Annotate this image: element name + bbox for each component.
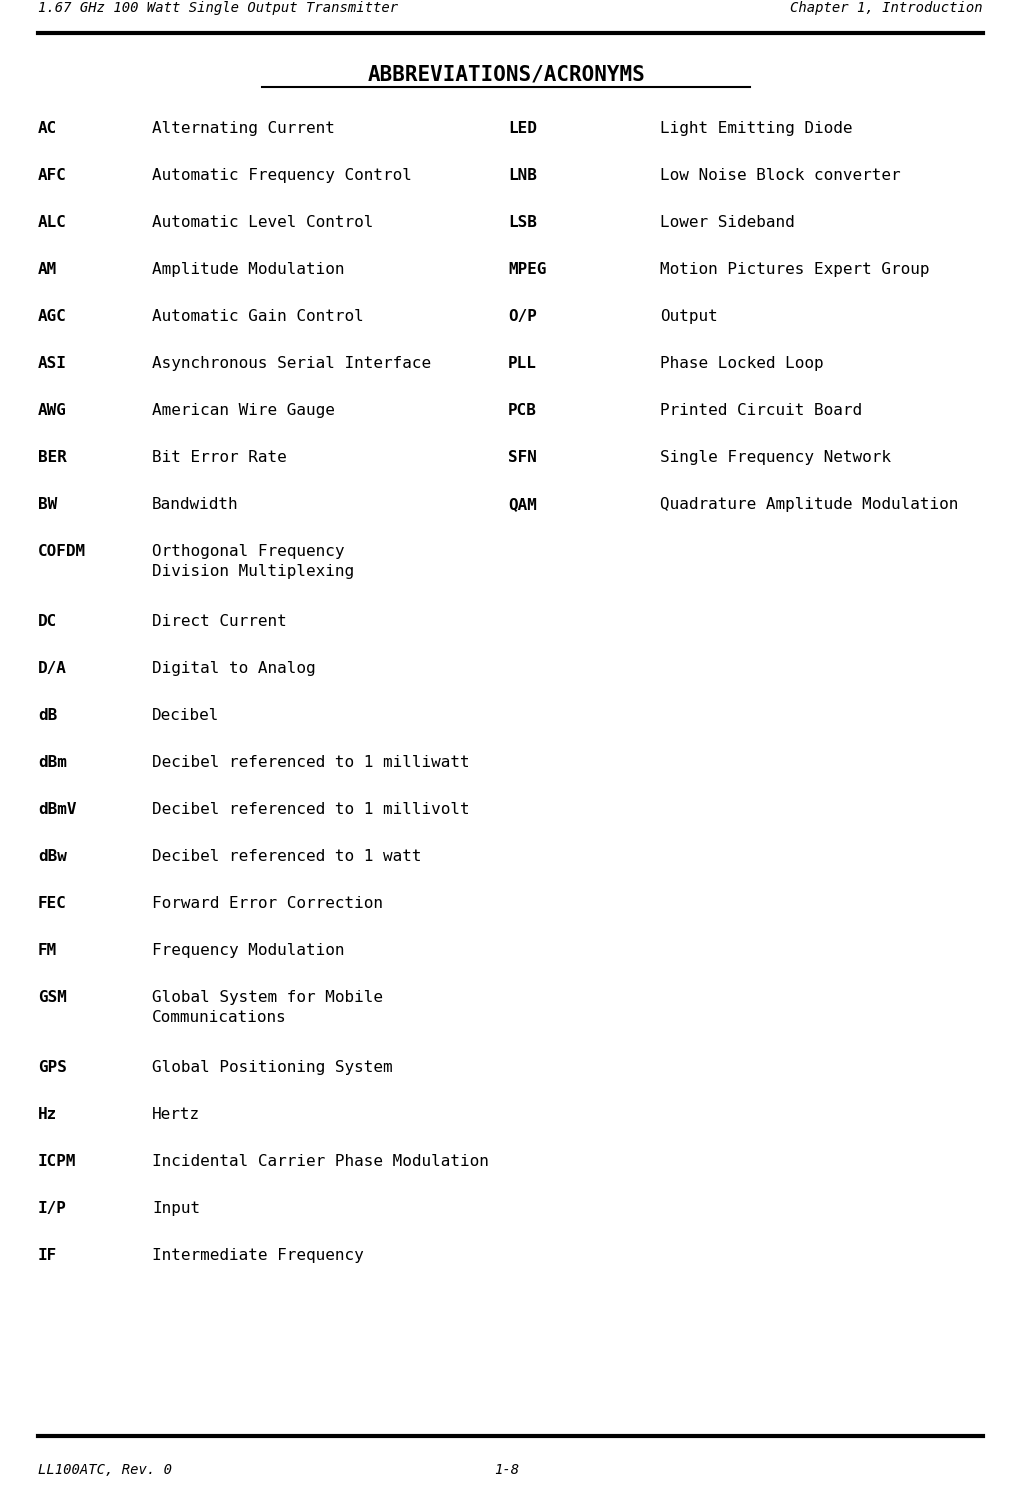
Text: DC: DC — [38, 614, 58, 629]
Text: Motion Pictures Expert Group: Motion Pictures Expert Group — [660, 261, 930, 278]
Text: Automatic Gain Control: Automatic Gain Control — [152, 309, 364, 324]
Text: Bandwidth: Bandwidth — [152, 497, 239, 512]
Text: Intermediate Frequency: Intermediate Frequency — [152, 1248, 364, 1263]
Text: GSM: GSM — [38, 990, 67, 1005]
Text: Hertz: Hertz — [152, 1106, 201, 1123]
Text: Global Positioning System: Global Positioning System — [152, 1060, 393, 1075]
Text: Orthogonal Frequency: Orthogonal Frequency — [152, 543, 344, 558]
Text: Low Noise Block converter: Low Noise Block converter — [660, 169, 901, 184]
Text: Frequency Modulation: Frequency Modulation — [152, 944, 344, 959]
Text: AFC: AFC — [38, 169, 67, 184]
Text: PCB: PCB — [508, 403, 537, 418]
Text: ASI: ASI — [38, 355, 67, 370]
Text: Decibel referenced to 1 millivolt: Decibel referenced to 1 millivolt — [152, 802, 470, 817]
Text: American Wire Gauge: American Wire Gauge — [152, 403, 335, 418]
Text: LL100ATC, Rev. 0: LL100ATC, Rev. 0 — [38, 1463, 172, 1477]
Text: ICPM: ICPM — [38, 1154, 77, 1169]
Text: I/P: I/P — [38, 1200, 67, 1215]
Text: 1.67 GHz 100 Watt Single Output Transmitter: 1.67 GHz 100 Watt Single Output Transmit… — [38, 1, 398, 15]
Text: D/A: D/A — [38, 661, 67, 676]
Text: FM: FM — [38, 944, 58, 959]
Text: Decibel: Decibel — [152, 708, 220, 723]
Text: PLL: PLL — [508, 355, 537, 370]
Text: LNB: LNB — [508, 169, 537, 184]
Text: Asynchronous Serial Interface: Asynchronous Serial Interface — [152, 355, 432, 370]
Text: Phase Locked Loop: Phase Locked Loop — [660, 355, 824, 370]
Text: Decibel referenced to 1 milliwatt: Decibel referenced to 1 milliwatt — [152, 755, 470, 770]
Text: Automatic Level Control: Automatic Level Control — [152, 215, 374, 230]
Text: AGC: AGC — [38, 309, 67, 324]
Text: dBmV: dBmV — [38, 802, 77, 817]
Text: Division Multiplexing: Division Multiplexing — [152, 564, 355, 579]
Text: O/P: O/P — [508, 309, 537, 324]
Text: AM: AM — [38, 261, 58, 278]
Text: BER: BER — [38, 449, 67, 464]
Text: Input: Input — [152, 1200, 201, 1215]
Text: Digital to Analog: Digital to Analog — [152, 661, 316, 676]
Text: Light Emitting Diode: Light Emitting Diode — [660, 121, 853, 136]
Text: Chapter 1, Introduction: Chapter 1, Introduction — [790, 1, 983, 15]
Text: dBm: dBm — [38, 755, 67, 770]
Text: LSB: LSB — [508, 215, 537, 230]
Text: Single Frequency Network: Single Frequency Network — [660, 449, 891, 464]
Text: ALC: ALC — [38, 215, 67, 230]
Text: dB: dB — [38, 708, 58, 723]
Text: ABBREVIATIONS/ACRONYMS: ABBREVIATIONS/ACRONYMS — [368, 66, 645, 85]
Text: Amplitude Modulation: Amplitude Modulation — [152, 261, 344, 278]
Text: LED: LED — [508, 121, 537, 136]
Text: Lower Sideband: Lower Sideband — [660, 215, 795, 230]
Text: COFDM: COFDM — [38, 543, 86, 558]
Text: Quadrature Amplitude Modulation: Quadrature Amplitude Modulation — [660, 497, 958, 512]
Text: AC: AC — [38, 121, 58, 136]
Text: Forward Error Correction: Forward Error Correction — [152, 896, 383, 911]
Text: FEC: FEC — [38, 896, 67, 911]
Text: Global System for Mobile: Global System for Mobile — [152, 990, 383, 1005]
Text: GPS: GPS — [38, 1060, 67, 1075]
Text: QAM: QAM — [508, 497, 537, 512]
Text: Bit Error Rate: Bit Error Rate — [152, 449, 287, 464]
Text: Printed Circuit Board: Printed Circuit Board — [660, 403, 862, 418]
Text: Decibel referenced to 1 watt: Decibel referenced to 1 watt — [152, 850, 421, 864]
Text: Incidental Carrier Phase Modulation: Incidental Carrier Phase Modulation — [152, 1154, 489, 1169]
Text: Automatic Frequency Control: Automatic Frequency Control — [152, 169, 412, 184]
Text: dBw: dBw — [38, 850, 67, 864]
Text: IF: IF — [38, 1248, 58, 1263]
Text: Alternating Current: Alternating Current — [152, 121, 335, 136]
Text: MPEG: MPEG — [508, 261, 546, 278]
Text: AWG: AWG — [38, 403, 67, 418]
Text: Output: Output — [660, 309, 718, 324]
Text: Hz: Hz — [38, 1106, 58, 1123]
Text: BW: BW — [38, 497, 58, 512]
Text: Communications: Communications — [152, 1009, 287, 1026]
Text: SFN: SFN — [508, 449, 537, 464]
Text: 1-8: 1-8 — [494, 1463, 519, 1477]
Text: Direct Current: Direct Current — [152, 614, 287, 629]
